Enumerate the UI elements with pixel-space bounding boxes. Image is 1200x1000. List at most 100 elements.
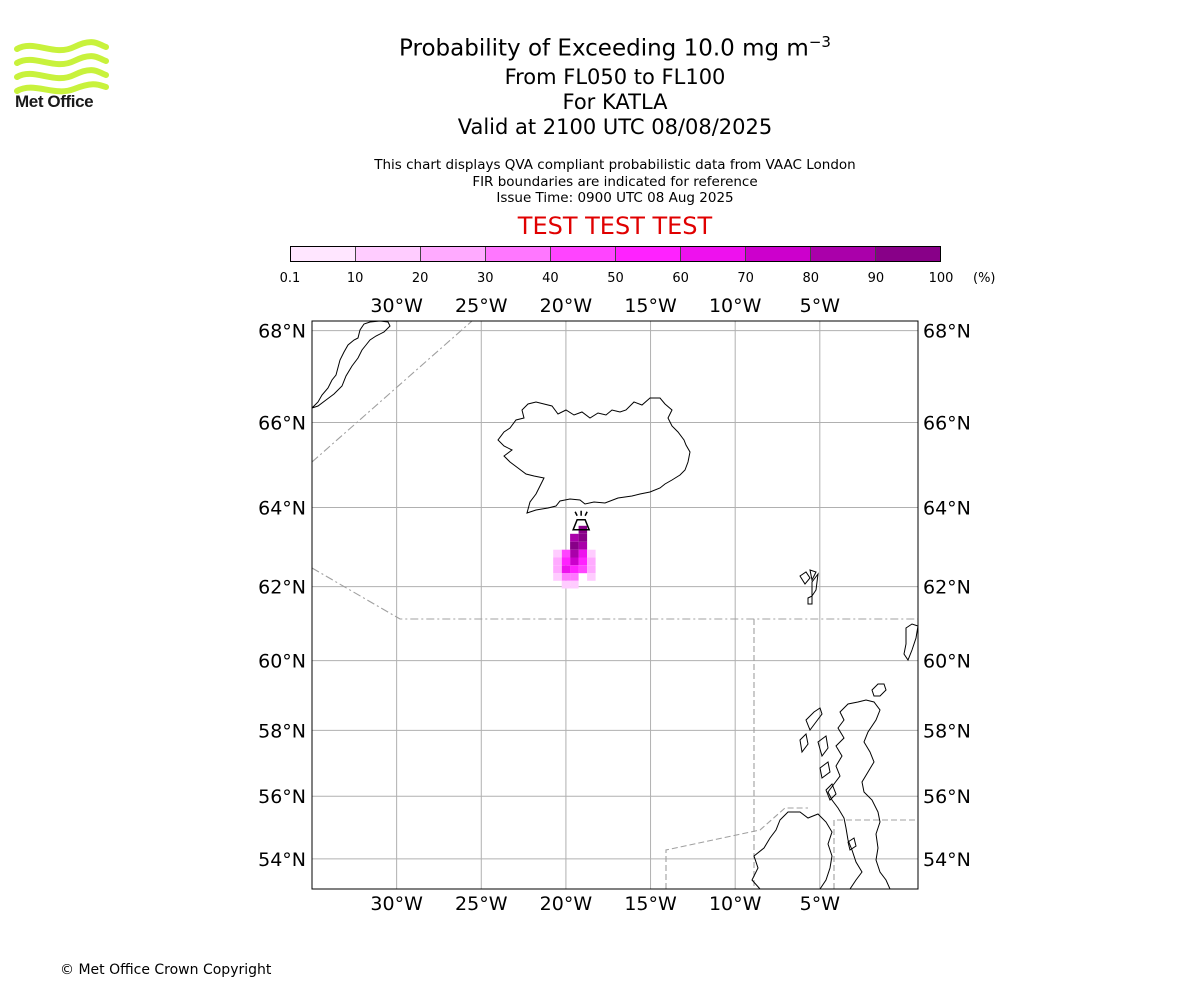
- colorbar-segment: [550, 247, 615, 261]
- fir-boundaries: [312, 321, 918, 889]
- ash-probability-plume: [553, 525, 596, 589]
- colorbar-tick-label: 10: [346, 271, 364, 286]
- plume-cell: [553, 557, 562, 566]
- coastline-isle-of-man: [847, 837, 857, 851]
- latitude-label-left: 54°N: [258, 849, 306, 871]
- description-line: This chart displays QVA compliant probab…: [374, 157, 856, 173]
- description-line: FIR boundaries are indicated for referen…: [472, 173, 758, 190]
- colorbar-segment: [680, 247, 745, 261]
- longitude-label-top: 5°W: [800, 295, 841, 317]
- colorbar-tick-label: 30: [477, 271, 494, 286]
- coastline-hebrides: [825, 783, 837, 801]
- latitude-label-right: 54°N: [923, 849, 971, 871]
- colorbar-tick-label: 90: [867, 271, 885, 286]
- latitude-label-left: 68°N: [258, 321, 306, 343]
- longitude-label-bottom: 15°W: [624, 893, 677, 915]
- latitude-label-right: 64°N: [923, 497, 971, 519]
- longitude-label-bottom: 5°W: [800, 893, 841, 915]
- logo-waves: [14, 39, 109, 95]
- plume-cell: [570, 573, 579, 581]
- coastline-faroes: [809, 569, 817, 582]
- longitude-label-top: 30°W: [370, 295, 423, 317]
- colorbar-tick-label: 100: [928, 271, 954, 286]
- plume-cell: [587, 565, 596, 574]
- chart-title-block: Probability of Exceeding 10.0 mg m−3 Fro…: [315, 26, 915, 140]
- plume-cell: [587, 549, 596, 558]
- colorbar-segment: [615, 247, 680, 261]
- plume-cell: [553, 549, 562, 558]
- test-banner: TEST TEST TEST: [517, 212, 713, 240]
- latitude-label-left: 60°N: [258, 651, 306, 673]
- flight-level-range: From FL050 to FL100: [504, 64, 726, 89]
- plume-cell: [561, 557, 571, 566]
- plume-cell: [578, 541, 588, 550]
- plume-cell: [561, 549, 571, 558]
- plume-cell: [578, 533, 588, 542]
- issue-time: Issue Time: 0900 UTC 08 Aug 2025: [496, 190, 734, 206]
- coastline-ireland: [751, 811, 833, 889]
- longitude-label-bottom: 20°W: [540, 893, 593, 915]
- plume-cell: [570, 549, 579, 558]
- plume-cell: [561, 573, 571, 581]
- colorbar-tick-label: 20: [411, 271, 429, 286]
- met-office-logo: [14, 39, 109, 95]
- colorbar-segment: [745, 247, 810, 261]
- latitude-label-left: 62°N: [258, 577, 306, 599]
- coastline-faroes: [811, 572, 819, 598]
- colorbar-segment: [291, 247, 355, 261]
- longitude-label-bottom: 30°W: [370, 893, 423, 915]
- coastline-iceland: [497, 397, 691, 514]
- plume-cell: [570, 533, 579, 542]
- longitude-label-bottom: 10°W: [709, 893, 762, 915]
- plume-cell: [561, 565, 571, 574]
- colorbar-tick-label: 40: [542, 271, 559, 286]
- colorbar-segment: [355, 247, 420, 261]
- volcano-name: For KATLA: [562, 89, 668, 114]
- coastline-hebrides: [817, 735, 829, 758]
- volcano-symbol: [572, 510, 591, 531]
- map-frame: [311, 320, 919, 890]
- coastline-hebrides: [799, 732, 809, 754]
- longitude-label-top: 20°W: [540, 295, 593, 317]
- plume-cell: [578, 549, 588, 558]
- plume-cell: [587, 573, 596, 581]
- valid-time: Valid at 2100 UTC 08/08/2025: [457, 114, 773, 139]
- longitude-label-top: 25°W: [455, 295, 508, 317]
- colorbar-segment: [875, 247, 940, 261]
- longitude-label-top: 15°W: [624, 295, 677, 317]
- coastline-great-britain: [827, 699, 891, 889]
- fir-boundary: [833, 819, 918, 889]
- latitude-label-right: 62°N: [923, 577, 971, 599]
- colorbar-tick-label: 0.1: [279, 271, 301, 286]
- chart-description: This chart displays QVA compliant probab…: [315, 157, 915, 207]
- coastline-faroes: [799, 571, 811, 585]
- fir-boundary: [665, 807, 808, 889]
- plume-cell: [578, 557, 588, 566]
- colorbar-tick-label: 80: [802, 271, 820, 286]
- coastline-hebrides: [819, 761, 831, 779]
- latitude-label-right: 68°N: [923, 321, 971, 343]
- plume-cell: [587, 557, 596, 566]
- plume-cell: [570, 580, 579, 589]
- colorbar-tick-label: 70: [737, 271, 754, 286]
- copyright-notice: © Met Office Crown Copyright: [60, 962, 272, 978]
- probability-colorbar: [290, 246, 941, 262]
- latitude-label-left: 56°N: [258, 786, 306, 808]
- longitude-label-top: 10°W: [709, 295, 762, 317]
- latitude-label-right: 58°N: [923, 720, 971, 742]
- fir-boundary: [312, 567, 918, 620]
- latitude-label-left: 58°N: [258, 720, 306, 742]
- graticule: [312, 321, 918, 889]
- latitude-label-right: 60°N: [923, 651, 971, 673]
- plume-cell: [570, 557, 579, 566]
- latitude-label-left: 66°N: [258, 413, 306, 435]
- coastline-hebrides: [805, 707, 823, 732]
- coastline-orkney: [871, 683, 887, 697]
- latitude-label-left: 64°N: [258, 497, 306, 519]
- colorbar-unit: (%): [973, 271, 996, 286]
- plume-cell: [578, 565, 588, 574]
- coastlines: [312, 321, 918, 889]
- logo-wordmark: Met Office: [15, 92, 94, 111]
- volcano-icon: [572, 510, 591, 531]
